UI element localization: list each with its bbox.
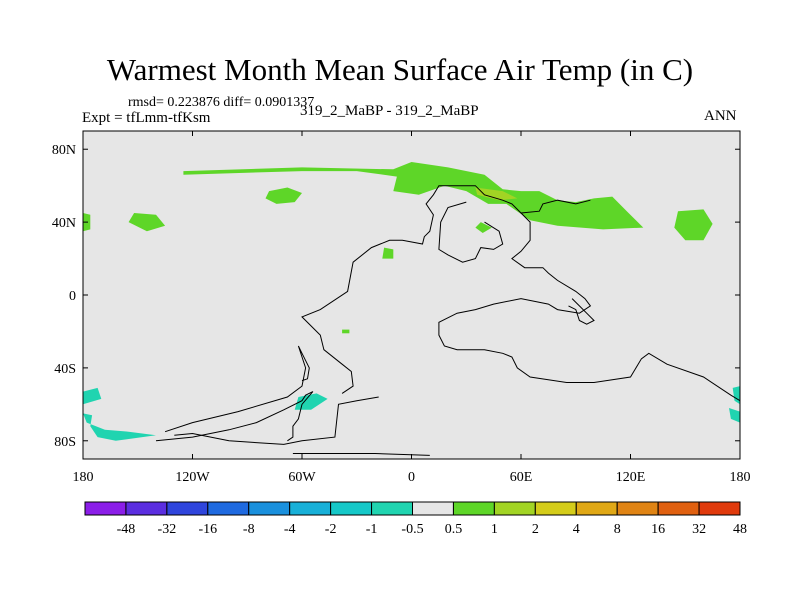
x-tick-label: 0 xyxy=(408,470,415,485)
colorbar-label: 8 xyxy=(614,522,621,537)
anomaly-region-mid-dot xyxy=(475,222,492,233)
chart-subtitle: 319_2_MaBP - 319_2_MaBP xyxy=(300,103,479,119)
colorbar-label: -2 xyxy=(325,522,337,537)
x-tick-label: 180 xyxy=(730,470,751,485)
anomaly-region-atlantic-dot xyxy=(382,247,394,259)
colorbar-label: 48 xyxy=(733,522,747,537)
colorbar-label: -48 xyxy=(117,522,136,537)
plot-area: 180 120W 60W 0 60E 120E 180 80N 40N 0 40S 80S xyxy=(52,130,751,485)
colorbar-swatch xyxy=(412,501,454,516)
anomaly-region-antarctic-east-2 xyxy=(729,408,740,423)
x-tick-label: 120E xyxy=(616,470,646,485)
colorbar-label: 1 xyxy=(491,522,498,537)
colorbar-swatch xyxy=(330,501,373,516)
colorbar-label: -32 xyxy=(158,522,177,537)
coastline-north-inset-line xyxy=(438,201,504,263)
colorbar-swatch xyxy=(698,501,741,516)
coastline-west-antarctic xyxy=(155,391,314,442)
x-tick-label: 60E xyxy=(510,470,533,485)
colorbar-label: 32 xyxy=(692,522,706,537)
colorbar-swatch xyxy=(84,501,127,516)
y-tick-label: 80N xyxy=(52,143,76,158)
anomaly-region-antarctic-west xyxy=(83,387,102,405)
colorbar-swatch xyxy=(575,501,618,516)
anomaly-region-mid-pacific-patch xyxy=(128,213,166,232)
chart-title: Warmest Month Mean Surface Air Temp (in … xyxy=(106,52,694,87)
colorbar-label: -8 xyxy=(243,522,255,537)
colorbar-swatch xyxy=(125,501,168,516)
colorbar-swatch xyxy=(493,501,536,516)
colorbar-swatch xyxy=(616,501,659,516)
period-label: ANN xyxy=(704,108,737,124)
coastline-main-continent xyxy=(301,185,740,402)
colorbar-swatch xyxy=(371,501,413,516)
colorbar-label: 2 xyxy=(532,522,539,537)
colorbar-label: -16 xyxy=(198,522,217,537)
anomaly-region-east-pacific-patch xyxy=(674,209,713,241)
anomaly-region-tiny-dot-south xyxy=(342,329,350,334)
colorbar-swatch xyxy=(207,501,250,516)
colorbar-swatch xyxy=(657,501,700,516)
colorbar-swatch xyxy=(289,501,332,516)
coastline-south-shelf xyxy=(174,396,379,445)
coastline-south-ridge xyxy=(164,345,310,433)
colorbar-label: -0.5 xyxy=(401,522,423,537)
colorbar-label: -4 xyxy=(284,522,296,537)
colorbar-label: 0.5 xyxy=(445,522,463,537)
colorbar-label: -1 xyxy=(366,522,378,537)
anomaly-region-bering-patch xyxy=(265,187,302,204)
x-tick-label: 120W xyxy=(175,470,210,485)
y-tick-label: 80S xyxy=(54,435,76,450)
coastline-east-lake xyxy=(568,298,595,325)
anomaly-region-antarctic-peninsula xyxy=(294,393,328,410)
colorbar-swatch xyxy=(166,501,209,516)
colorbar-label: 4 xyxy=(573,522,580,537)
anomaly-region-north-band-core xyxy=(475,187,518,201)
colorbar-swatch xyxy=(248,501,291,516)
y-tick-label: 0 xyxy=(69,289,76,304)
rmsd-diff-stats: rmsd= 0.223876 diff= 0.0901337 xyxy=(128,95,315,110)
colorbar-label: 16 xyxy=(651,522,665,537)
x-tick-label: 60W xyxy=(288,470,316,485)
experiment-label: Expt = tfLmm-tfKsm xyxy=(82,110,211,126)
colorbar-swatch xyxy=(452,501,495,516)
colorbar-swatch xyxy=(534,501,577,516)
y-tick-label: 40S xyxy=(54,362,76,377)
coastline-east-inlet xyxy=(520,199,591,214)
anomaly-region-antarctic-west-2 xyxy=(83,413,156,441)
y-tick-label: 40N xyxy=(52,216,76,231)
x-tick-label: 180 xyxy=(73,470,94,485)
colorbar: -48 -32 -16 -8 -4 -2 -1 -0.5 0.5 1 2 4 8 16 32 48 xyxy=(84,501,747,537)
